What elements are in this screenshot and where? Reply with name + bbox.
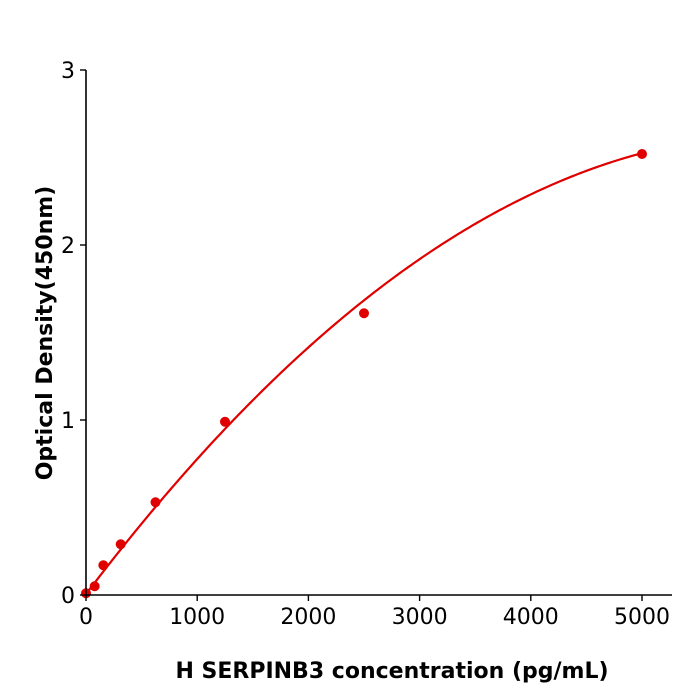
x-axis-title: H SERPINB3 concentration (pg/mL) <box>175 659 608 684</box>
x-ticks: 0 1000 2000 3000 4000 5000 <box>79 595 670 630</box>
y-tick-label: 3 <box>61 59 75 84</box>
x-tick-label: 3000 <box>392 605 448 630</box>
x-tick-label: 2000 <box>280 605 336 630</box>
x-tick-label: 0 <box>79 605 93 630</box>
data-point <box>637 149 647 159</box>
data-point <box>359 308 369 319</box>
axes <box>85 70 672 596</box>
y-tick-label: 1 <box>61 409 75 434</box>
x-tick-label: 4000 <box>503 605 559 630</box>
data-point <box>150 497 161 508</box>
data-point <box>115 539 126 550</box>
fit-curve <box>85 152 643 595</box>
x-tick-label: 5000 <box>614 605 670 630</box>
y-ticks: 0 1 2 3 <box>61 59 86 609</box>
y-axis-title: Optical Density(450nm) <box>33 186 58 481</box>
plot-area <box>81 149 647 599</box>
x-tick-label: 1000 <box>169 605 225 630</box>
y-tick-label: 2 <box>61 234 75 259</box>
y-tick-label: 0 <box>61 584 75 609</box>
data-point <box>89 581 100 592</box>
data-point <box>220 416 230 427</box>
data-point <box>98 560 109 571</box>
